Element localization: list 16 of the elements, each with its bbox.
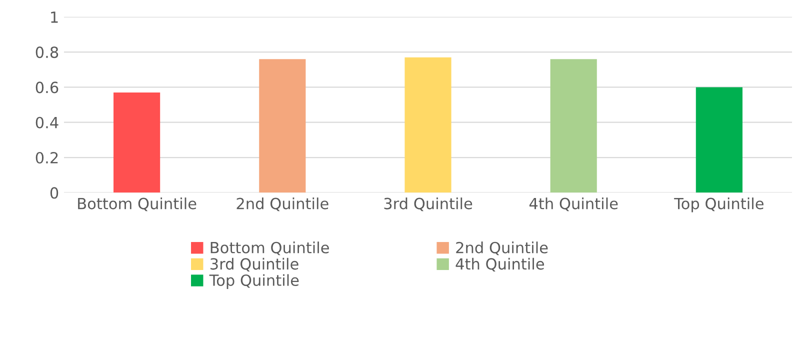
legend-label: Bottom Quintile [210, 242, 329, 256]
x-tick-label: 2nd Quintile [236, 198, 328, 212]
y-tick-label: 0.8 [36, 46, 58, 58]
x-tick-label: 3rd Quintile [384, 198, 472, 212]
y-tick-label: 0.4 [36, 116, 58, 128]
x-tick-label: Bottom Quintile [78, 198, 196, 212]
legend-label: 4th Quintile [456, 258, 544, 272]
y-tick-label: 0.2 [36, 152, 58, 164]
y-tick-label: 0.6 [36, 82, 58, 94]
y-tick-label: 0 [50, 187, 58, 199]
y-tick-label: 1 [51, 12, 58, 23]
x-tick-label: Top Quintile [674, 198, 764, 212]
legend-label: 2nd Quintile [456, 242, 548, 256]
legend-label: Top Quintile [209, 274, 299, 289]
legend-label: 3rd Quintile [210, 258, 298, 272]
x-tick-label: 4th Quintile [529, 198, 618, 212]
